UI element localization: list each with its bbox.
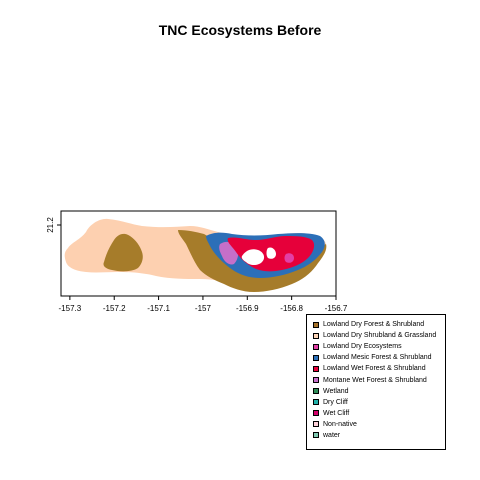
central-dry-patch: [193, 235, 208, 255]
legend: Lowland Dry Forest & Shrubland Lowland Dr…: [306, 314, 446, 450]
y-axis: 21.2: [46, 217, 61, 233]
x-tick-label: -157.2: [103, 304, 126, 313]
legend-label: Lowland Dry Forest & Shrubland: [323, 321, 425, 329]
y-tick-label: 21.2: [46, 217, 55, 233]
legend-item: Wetland: [313, 386, 445, 397]
legend-label: Montane Wet Forest & Shrubland: [323, 376, 427, 384]
map-title: TNC Ecosystems Before: [158, 22, 322, 38]
legend-item: Non-native: [313, 419, 445, 430]
legend-swatch: [313, 421, 319, 428]
legend-swatch: [313, 377, 319, 384]
legend-swatch: [313, 432, 319, 439]
legend-item: Lowland Dry Forest & Shrubland: [313, 319, 445, 330]
legend-label: Dry Cliff: [323, 398, 348, 406]
legend-item: water: [313, 430, 445, 441]
legend-swatch: [313, 332, 319, 339]
legend-label: Lowland Dry Shrubland & Grassland: [323, 332, 437, 340]
legend-item: Montane Wet Forest & Shrubland: [313, 374, 445, 385]
legend-item: Lowland Dry Shrubland & Grassland: [313, 330, 445, 341]
x-tick-label: -157.3: [59, 304, 82, 313]
unmapped-interior: [266, 247, 276, 259]
legend-swatch: [313, 321, 319, 328]
x-tick-label: -157: [195, 304, 212, 313]
legend-swatch: [313, 343, 319, 350]
legend-swatch: [313, 399, 319, 406]
west-dry-patch: [103, 233, 143, 272]
legend-item: Lowland Wet Forest & Shrubland: [313, 363, 445, 374]
legend-item: Lowland Mesic Forest & Shrubland: [313, 352, 445, 363]
x-axis: -157.3 -157.2 -157.1 -157 -156.9 -156.8 -156.7: [59, 296, 348, 313]
legend-swatch: [313, 354, 319, 361]
x-tick-label: -157.1: [147, 304, 170, 313]
legend-item: Dry Cliff: [313, 397, 445, 408]
legend-label: Lowland Mesic Forest & Shrubland: [323, 354, 432, 362]
legend-item: Wet Cliff: [313, 408, 445, 419]
x-tick-label: -156.8: [280, 304, 303, 313]
legend-label: water: [323, 431, 341, 439]
legend-label: Wet Cliff: [323, 409, 350, 417]
x-tick-label: -156.7: [325, 304, 348, 313]
plot-frame: [60, 210, 337, 297]
legend-label: Lowland Wet Forest & Shrubland: [323, 365, 426, 373]
legend-swatch: [313, 365, 319, 372]
legend-swatch: [313, 410, 319, 417]
legend-item: Lowland Dry Ecosystems: [313, 341, 445, 352]
unmapped-interior: [241, 249, 265, 265]
legend-label: Non-native: [323, 420, 357, 428]
legend-label: Lowland Dry Ecosystems: [323, 343, 402, 351]
dry-ecosystems-region: [284, 253, 294, 263]
legend-label: Wetland: [323, 387, 349, 395]
legend-swatch: [313, 388, 319, 395]
x-tick-label: -156.9: [236, 304, 259, 313]
